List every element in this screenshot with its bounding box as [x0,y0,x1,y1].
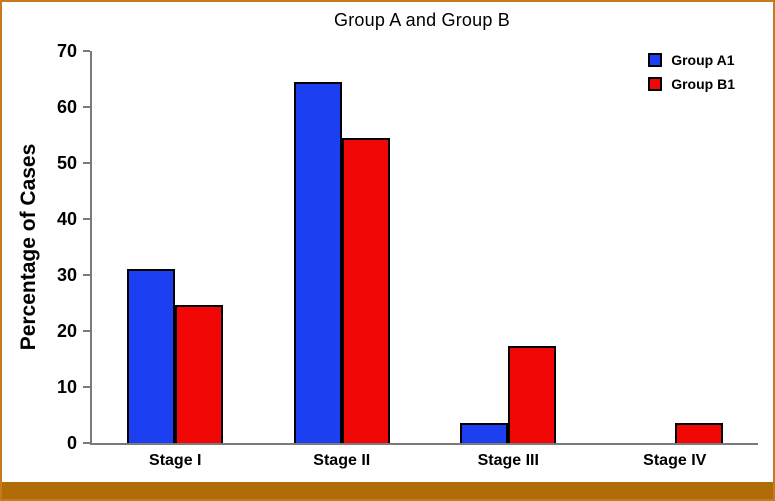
y-tick-mark [83,442,90,444]
y-tick-mark [83,162,90,164]
y-tick-label: 0 [66,433,77,453]
bottom-band [2,482,773,499]
y-tick-label: 20 [56,321,77,341]
bar [508,346,557,443]
x-axis-line [90,443,758,445]
x-label: Stage IV [643,452,707,469]
y-tick-label: 50 [56,153,77,173]
bar [127,269,176,443]
y-tick-label: 30 [56,265,77,285]
y-tick-mark [83,274,90,276]
x-labels: Stage I Stage II Stage III Stage IV [92,452,758,470]
x-label: Stage I [149,452,202,469]
x-label: Stage II [313,452,371,469]
y-tick-mark [83,50,90,52]
legend-item: Group B1 [648,76,735,92]
bar [460,422,509,443]
bar [293,82,342,443]
y-ticks-layer: 0 10 20 30 40 50 60 70 [2,42,90,452]
chart-title: Group A and Group B [334,10,510,30]
bar-group [425,51,592,443]
bar-group [92,51,259,443]
y-tick-mark [83,106,90,108]
legend: Group A1 Group B1 [648,52,735,92]
x-label: Stage III [477,452,539,469]
legend-label: Group B1 [671,76,735,92]
bar-group [259,51,426,443]
bar [175,305,224,443]
bars-layer [92,51,758,443]
legend-item: Group A1 [648,52,735,68]
y-tick-mark [83,218,90,220]
bar-group [592,51,759,443]
y-tick-label: 60 [56,97,77,117]
legend-swatch [648,53,663,67]
y-tick-mark [83,330,90,332]
y-axis-line [90,51,92,445]
bar [341,137,390,443]
y-tick-label: 10 [56,377,77,397]
legend-swatch [648,77,663,91]
y-tick-label: 70 [56,41,77,61]
bar [674,422,723,443]
y-tick-label: 40 [56,209,77,229]
y-tick-mark [83,386,90,388]
legend-label: Group A1 [671,52,735,68]
